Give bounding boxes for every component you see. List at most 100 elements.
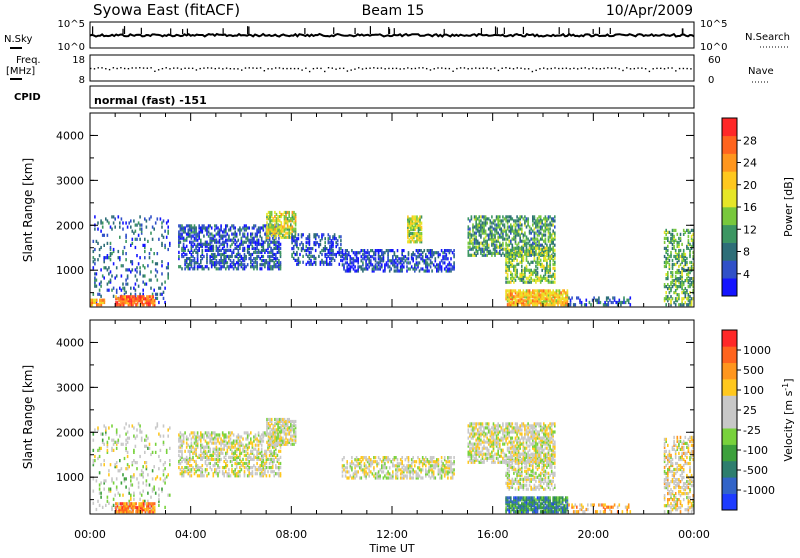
velocity-cell — [100, 447, 102, 450]
power-cell — [155, 221, 157, 224]
velocity-cell — [139, 473, 141, 476]
power-cell — [213, 261, 215, 264]
power-cell — [236, 241, 238, 244]
velocity-cell — [272, 446, 274, 449]
power-cell — [309, 257, 311, 260]
power-cell — [250, 265, 252, 268]
power-cell — [149, 295, 151, 298]
velocity-cell — [169, 426, 171, 429]
freq-dot — [566, 68, 567, 69]
power-cell — [194, 237, 196, 240]
velocity-cell — [253, 448, 255, 451]
freq-dot — [105, 68, 106, 69]
power-cell — [526, 277, 528, 280]
velocity-cell — [110, 488, 112, 491]
power-cell — [513, 247, 515, 250]
power-cell — [510, 249, 512, 252]
velocity-cell — [180, 468, 182, 471]
velocity-cell — [188, 466, 190, 469]
power-cell — [420, 257, 422, 260]
power-cell — [488, 217, 490, 220]
power-cell — [242, 226, 244, 229]
power-cell — [365, 259, 367, 262]
power-cell — [400, 257, 402, 260]
velocity-cell — [155, 492, 157, 495]
power-cell — [125, 295, 127, 298]
velocity-cell — [146, 439, 148, 442]
power-cell — [543, 265, 545, 268]
power-cell — [111, 274, 113, 277]
power-cell — [488, 227, 490, 230]
power-cell — [664, 297, 666, 300]
power-cell — [272, 259, 274, 262]
freq-dot — [422, 67, 423, 68]
power-cell — [685, 253, 687, 256]
power-cell — [508, 240, 510, 243]
velocity-cell — [200, 454, 202, 457]
power-cell — [493, 248, 495, 251]
power-cell — [507, 225, 509, 228]
freq-dot — [558, 68, 559, 69]
velocity-cell — [227, 472, 229, 475]
power-cell — [521, 227, 523, 230]
power-cell — [521, 265, 523, 268]
power-cell — [395, 255, 397, 258]
power-cell — [239, 253, 241, 256]
velocity-cell — [139, 455, 141, 458]
power-cell — [264, 259, 266, 262]
power-cell — [515, 247, 517, 250]
velocity-cell — [116, 428, 118, 431]
velocity-cell — [216, 442, 218, 445]
velocity-cell — [191, 437, 193, 440]
power-cell — [552, 223, 554, 226]
power-cell — [689, 231, 691, 234]
power-cell — [412, 257, 414, 260]
power-cell — [263, 259, 265, 262]
power-cell — [136, 238, 138, 241]
power-cell — [293, 221, 295, 224]
power-cell — [545, 247, 547, 250]
velocity-cell — [121, 506, 123, 509]
power-cell — [541, 219, 543, 222]
velocity-cell — [238, 442, 240, 445]
power-cell — [102, 274, 104, 277]
freq-dot — [245, 67, 246, 68]
power-cell — [247, 226, 249, 229]
power-cell — [202, 249, 204, 252]
power-cell — [335, 253, 337, 256]
power-cell — [486, 234, 488, 237]
velocity-cell — [263, 431, 265, 434]
power-cell — [675, 239, 677, 242]
power-cell — [272, 241, 274, 244]
power-cell — [378, 261, 380, 264]
power-cell — [490, 225, 492, 228]
velocity-cell — [225, 470, 227, 473]
power-cell — [468, 225, 470, 228]
power-cell — [128, 221, 130, 224]
power-cell — [231, 224, 233, 227]
velocity-cell — [133, 473, 135, 476]
velocity-cell — [152, 502, 154, 505]
velocity-cell — [158, 488, 160, 491]
velocity-cell — [250, 450, 252, 453]
power-cell — [430, 249, 432, 252]
power-cell — [100, 230, 102, 233]
freq-dot — [343, 68, 344, 69]
velocity-cell — [99, 492, 101, 495]
power-cell — [504, 217, 506, 220]
power-cell — [135, 238, 137, 241]
power-cell — [468, 242, 470, 245]
power-cell — [94, 276, 96, 279]
freq-dot — [113, 67, 114, 68]
power-cell — [105, 256, 107, 259]
nsky-tick-bottom: 10^0 — [58, 42, 85, 53]
power-cell — [361, 249, 363, 252]
power-cell — [667, 271, 669, 274]
velocity-cell — [169, 463, 171, 466]
power-cell — [223, 228, 225, 231]
power-cell — [261, 226, 263, 229]
power-cell — [197, 239, 199, 242]
power-cell — [323, 247, 325, 250]
power-cell — [264, 249, 266, 252]
